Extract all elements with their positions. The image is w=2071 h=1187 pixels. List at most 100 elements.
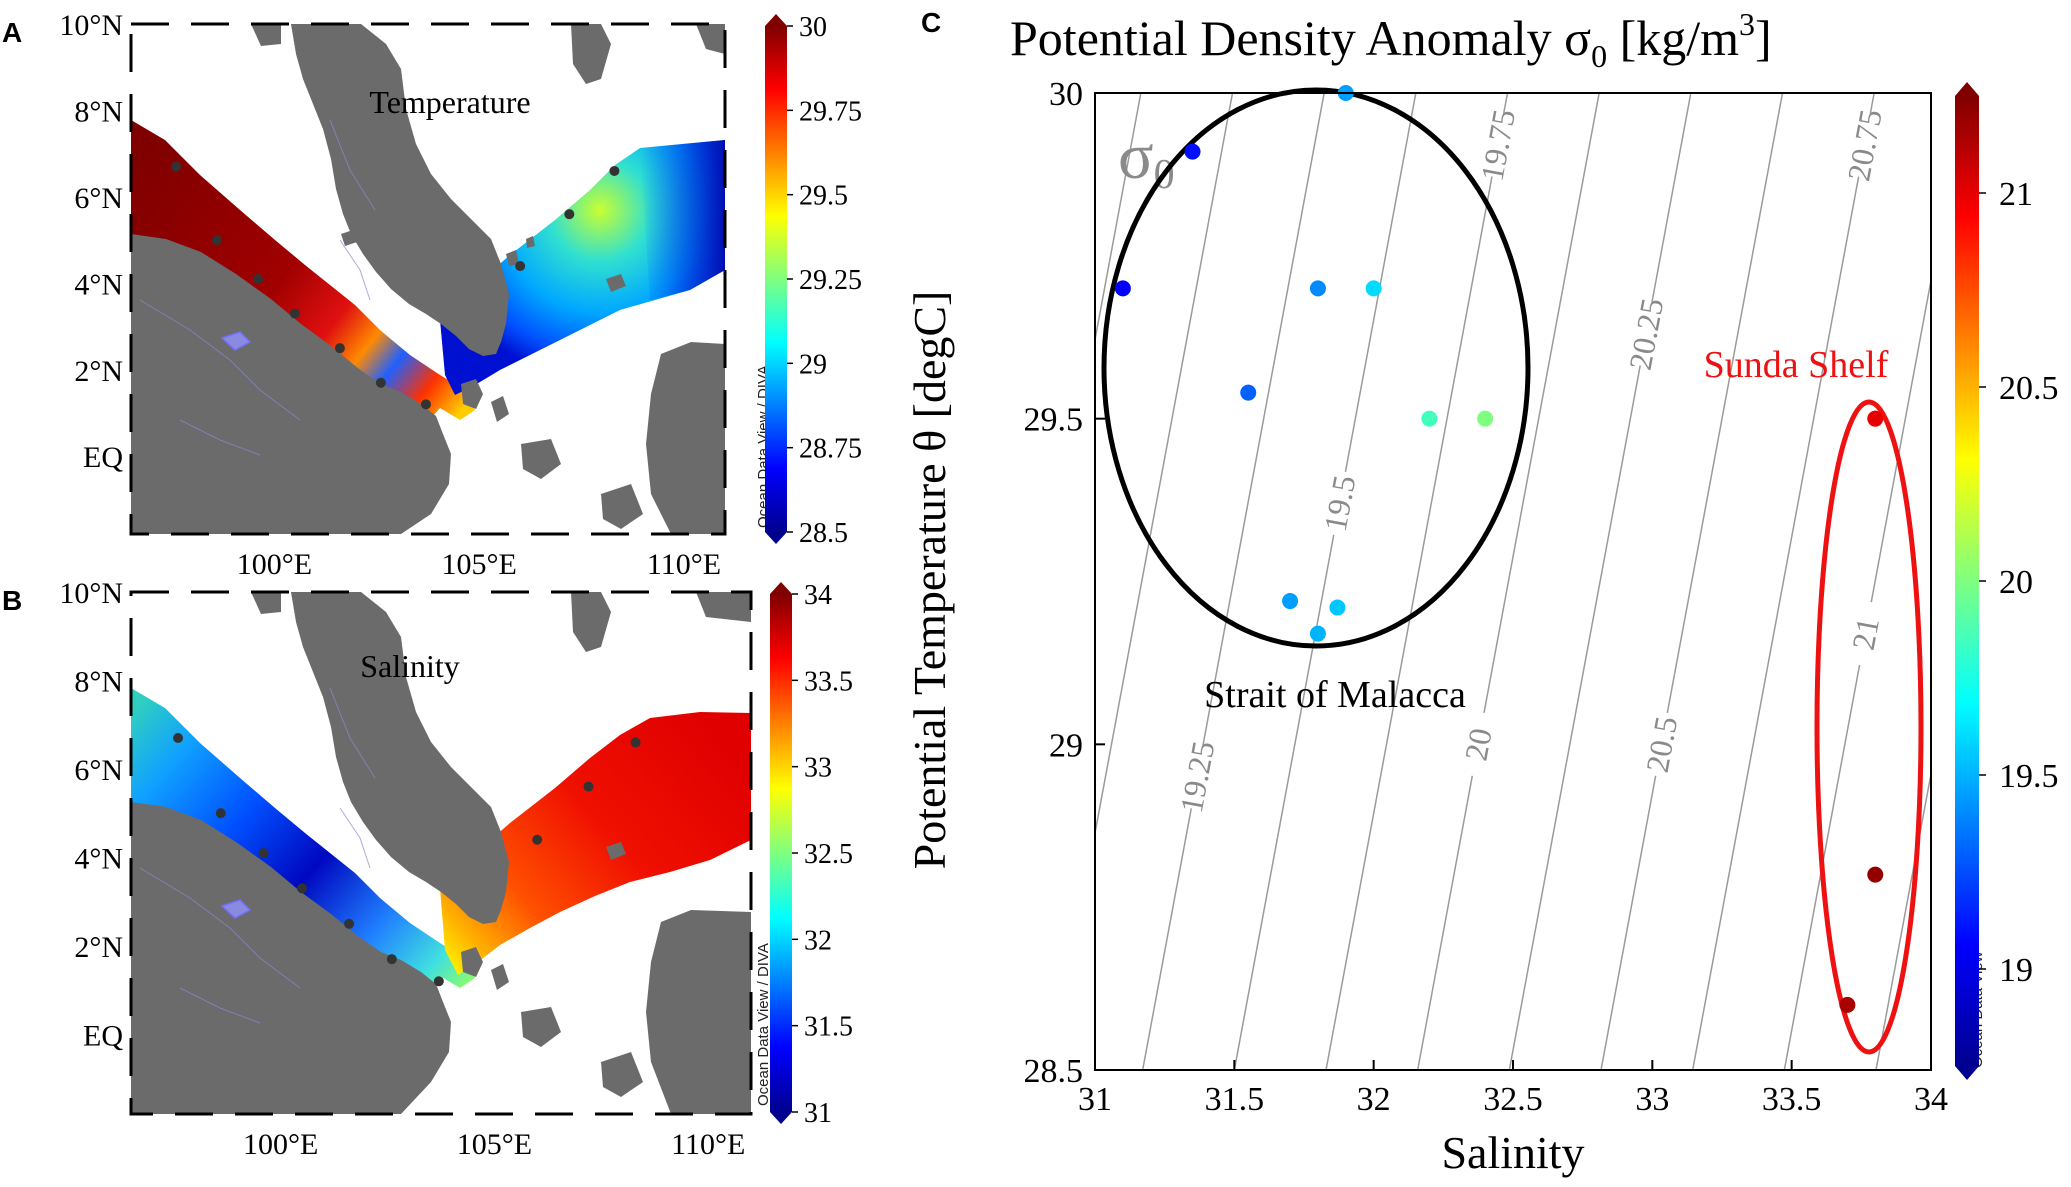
colorbar-tick-label: 32	[804, 925, 832, 956]
panel-c: C Potential Density Anomaly σ0 [kg/m3] 1…	[904, 6, 2059, 1178]
map-xtick-label: 110°E	[647, 548, 721, 581]
station-dot	[433, 976, 444, 987]
isopycnal-label: 20.75	[1840, 106, 1889, 183]
x-tick-label: 31	[1078, 1081, 1112, 1118]
title-unit-post: ]	[1755, 10, 1772, 66]
salinity-field-shelf	[440, 712, 751, 975]
isopycnal-label: 20.5	[1639, 714, 1685, 776]
salinity-map	[131, 592, 751, 1114]
station-dot	[344, 918, 355, 929]
ts-points	[1114, 85, 1884, 1013]
isopycnal-line	[1325, 93, 1509, 1070]
station-dot	[215, 808, 226, 819]
map-frame-a	[129, 22, 727, 536]
colorbar-top-arrow	[765, 14, 787, 26]
isopycnal-label-bg	[1638, 709, 1685, 779]
station-dot	[258, 848, 269, 858]
station-dot	[583, 781, 594, 792]
isopycnal-label-bg	[1475, 110, 1521, 180]
colorbar-tick-label: 28.75	[799, 434, 862, 465]
isopycnal-line	[1095, 93, 1142, 344]
colorbar-tick-label: 20	[1999, 564, 2033, 601]
map-ytick-label: 10°N	[59, 9, 123, 42]
isopycnal-label: 20	[1458, 725, 1499, 763]
station-dot	[171, 161, 182, 172]
x-tick-label: 31.5	[1205, 1081, 1265, 1118]
stations-a	[171, 161, 620, 410]
x-tick-label: 32.5	[1483, 1081, 1543, 1118]
y-tick-label: 28.5	[1024, 1053, 1084, 1090]
sunda-label: Sunda Shelf	[1704, 344, 1889, 386]
ts-point	[1184, 143, 1201, 160]
station-dot	[212, 235, 223, 246]
map-axes-a: 100°E 105°E 110°E 10°N 8°N 6°N 4°N 2°N EQ	[59, 9, 721, 581]
colorbar-c: 21 20.5 20 19.5 19	[1955, 82, 2059, 1080]
ts-point	[1114, 280, 1131, 297]
sigma-letter: σ	[1118, 120, 1154, 193]
isopycnal-label: 19.25	[1173, 738, 1222, 815]
station-dot	[532, 834, 543, 845]
colorbar-bottom-arrow	[765, 532, 787, 544]
ts-point	[1365, 280, 1382, 297]
colorbar-gradient	[765, 26, 787, 532]
map-title-temperature: Temperature	[369, 84, 530, 120]
colorbar-tick-label: 33	[804, 753, 832, 784]
colorbar-top-arrow	[770, 582, 792, 594]
ts-point	[1329, 599, 1346, 616]
y-axis-label: Potential Temperature θ [degC]	[904, 291, 955, 870]
ts-point	[1839, 996, 1856, 1013]
map-ytick-label: 6°N	[74, 754, 123, 787]
title-unit-pre: [kg/m	[1607, 10, 1739, 66]
map-title-salinity: Salinity	[360, 648, 460, 684]
isopycnal-label: 19.75	[1474, 106, 1523, 183]
map-ytick-label: 6°N	[74, 182, 123, 215]
temperature-field-strait	[131, 120, 475, 425]
map-xtick-label: 105°E	[457, 1128, 532, 1161]
isopycnal-label-bg	[1841, 110, 1888, 180]
x-tick-label: 34	[1914, 1081, 1948, 1118]
ts-point	[1477, 410, 1494, 427]
isopycnal-label-bg	[1842, 599, 1888, 669]
title-main: Potential Density Anomaly σ	[1010, 10, 1591, 66]
ts-point	[1282, 593, 1299, 610]
colorbar-tick-label: 20.5	[1999, 370, 2059, 407]
station-dot	[289, 308, 300, 319]
x-tick-label: 33	[1635, 1081, 1669, 1118]
malacca-ellipse	[1101, 87, 1531, 649]
ts-point	[1867, 410, 1884, 427]
isopycnal-label: 19.5	[1317, 473, 1363, 535]
colorbar-gradient	[770, 594, 792, 1112]
isopycnal-label-bg	[1317, 468, 1363, 538]
scatter-title: Potential Density Anomaly σ0 [kg/m3]	[1010, 6, 1772, 74]
station-dot	[173, 732, 184, 743]
station-dot	[252, 274, 263, 284]
colorbar-tick-label: 29	[799, 349, 827, 380]
ts-point	[1309, 280, 1326, 297]
panel-a: A Temperature 100°E 105°E 1	[2, 9, 862, 581]
colorbar-bottom-arrow	[770, 1112, 792, 1124]
isopycnal-line	[1600, 93, 1784, 1070]
lake-toba-a	[220, 331, 252, 351]
station-dot	[334, 343, 345, 354]
panel-b: B Salinity 100°E 105°E 110°E 10°N 8°N 6°N 4°N 2…	[2, 577, 853, 1161]
y-tick-label: 29.5	[1024, 402, 1084, 439]
colorbar-tick-label: 33.5	[804, 666, 853, 697]
isopycnal-line	[1783, 276, 1931, 1070]
colorbar-tick-label: 28.5	[799, 518, 848, 549]
panel-label-a: A	[2, 17, 22, 48]
y-tick-label: 29	[1049, 727, 1083, 764]
station-dot	[297, 883, 308, 894]
isopycnal-label-bg	[1623, 299, 1669, 369]
station-dot	[630, 737, 641, 748]
scatter-frame	[1094, 92, 1932, 1071]
station-dot	[609, 165, 620, 176]
sunda-ellipse	[1814, 399, 1924, 1055]
colorbar-tick-label: 19	[1999, 952, 2033, 989]
panel-label-b: B	[2, 585, 22, 616]
isopycnal-label: 21	[1845, 615, 1886, 653]
station-dot	[420, 399, 431, 410]
watermark-b: Ocean Data View / DIVA	[755, 943, 772, 1106]
salinity-field-strait	[131, 688, 475, 993]
isopycnal-line	[1508, 93, 1692, 1070]
